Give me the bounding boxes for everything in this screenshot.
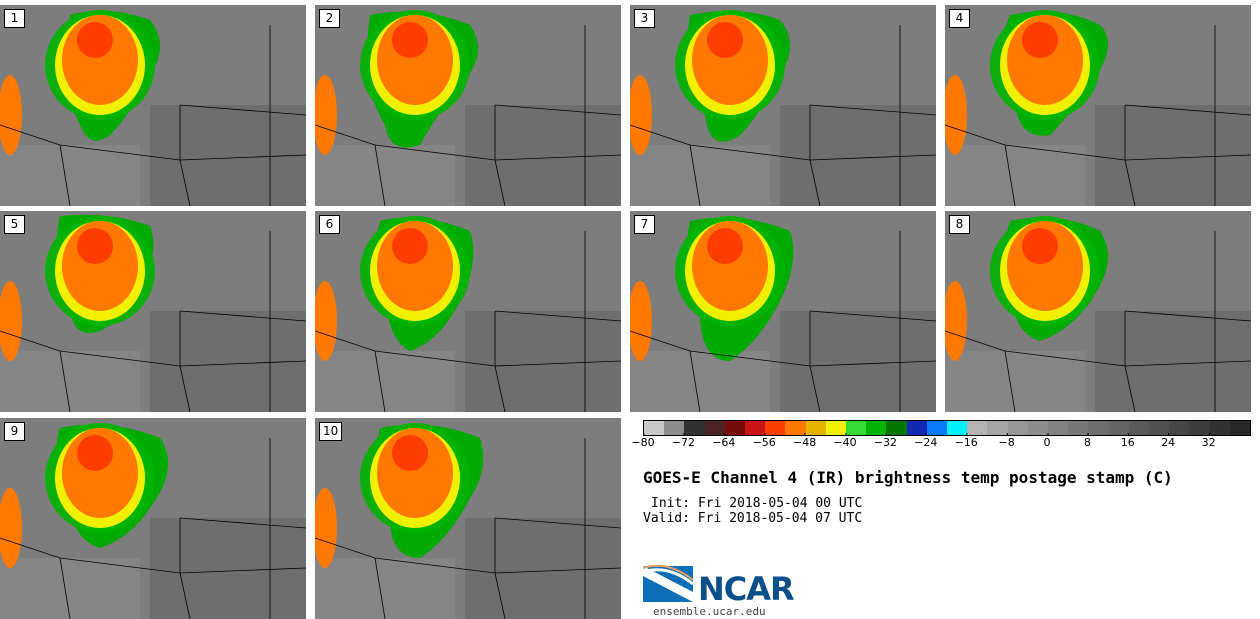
colorbar-tick-label: 0: [1043, 433, 1051, 449]
colorbar-segment: [886, 421, 907, 435]
panel-label: 1: [4, 9, 25, 28]
panel-label: 8: [949, 215, 970, 234]
colorbar-segment: [724, 421, 746, 435]
panel-label: 4: [949, 9, 970, 28]
site-url: ensemble.ucar.edu: [653, 605, 766, 618]
colorbar-segment: [1169, 421, 1190, 435]
ir-map-6: [315, 211, 621, 412]
colorbar-segment: [1027, 421, 1049, 435]
colorbar-tick-label: 16: [1120, 433, 1135, 449]
colorbar-segment: [1007, 421, 1028, 435]
ir-map-10: [315, 418, 621, 619]
ir-map-3: [630, 5, 936, 206]
colorbar-tick-label: −64: [712, 433, 736, 449]
ir-map-4: [945, 5, 1251, 206]
colorbar-segment: [704, 421, 725, 435]
panel-5: 5: [0, 211, 306, 412]
ir-map-7: [630, 211, 936, 412]
colorbar-segment: [926, 421, 948, 435]
panel-1: 1: [0, 5, 306, 206]
colorbar-tick-label: −56: [752, 433, 776, 449]
colorbar-tick-label: 8: [1083, 433, 1091, 449]
colorbar-segment: [1189, 421, 1210, 435]
colorbar-segment: [1229, 421, 1251, 435]
colorbar-segment: [765, 421, 786, 435]
colorbar-segment: [987, 421, 1008, 435]
colorbar-segment: [1048, 421, 1069, 435]
ir-map-5: [0, 211, 306, 412]
colorbar-segment: [947, 421, 968, 435]
colorbar-tick-label: −8: [998, 433, 1015, 449]
colorbar-segment: [684, 421, 705, 435]
colorbar-segment: [1128, 421, 1150, 435]
ncar-logo-text: NCAR: [698, 570, 795, 608]
colorbar-segment: [1149, 421, 1170, 435]
colorbar-segment: [825, 421, 847, 435]
panel-6: 6: [315, 211, 621, 412]
panel-3: 3: [630, 5, 936, 206]
colorbar-tick-label: 24: [1161, 433, 1176, 449]
ir-map-8: [945, 211, 1251, 412]
ir-map-9: [0, 418, 306, 619]
init-time: Init: Fri 2018-05-04 00 UTC: [651, 496, 863, 511]
ir-map-1: [0, 5, 306, 206]
colorbar-segment: [805, 421, 826, 435]
panel-10: 10: [315, 418, 621, 619]
ncar-logo-icon: [643, 564, 694, 602]
colorbar-tick-label: −16: [954, 433, 978, 449]
colorbar-tick-label: −40: [833, 433, 857, 449]
colorbar-segment: [866, 421, 887, 435]
ir-map-2: [315, 5, 621, 206]
panel-label: 3: [634, 9, 655, 28]
panel-label: 10: [319, 422, 343, 441]
valid-time: Valid: Fri 2018-05-04 07 UTC: [643, 511, 863, 526]
colorbar-segment: [1068, 421, 1089, 435]
colorbar-segment: [785, 421, 806, 435]
colorbar-segment: [664, 421, 685, 435]
temperature-colorbar: [643, 420, 1251, 436]
panel-label: 7: [634, 215, 655, 234]
panel-label: 9: [4, 422, 25, 441]
colorbar-segment: [967, 421, 988, 435]
colorbar-tick-label: −32: [873, 433, 897, 449]
colorbar-tick-label: 32: [1201, 433, 1216, 449]
colorbar-segment: [1088, 421, 1109, 435]
figure-title: GOES-E Channel 4 (IR) brightness temp po…: [643, 468, 1173, 487]
panel-label: 5: [4, 215, 25, 234]
colorbar-segment: [745, 421, 766, 435]
colorbar-segment: [846, 421, 867, 435]
panel-8: 8: [945, 211, 1251, 412]
colorbar-segment: [906, 421, 927, 435]
colorbar-segment: [1209, 421, 1230, 435]
panel-label: 2: [319, 9, 340, 28]
panel-9: 9: [0, 418, 306, 619]
colorbar-segment: [1108, 421, 1129, 435]
panel-7: 7: [630, 211, 936, 412]
colorbar-tick-label: −24: [914, 433, 938, 449]
panel-2: 2: [315, 5, 621, 206]
colorbar-tick-label: −80: [631, 433, 655, 449]
colorbar-tick-label: −72: [671, 433, 695, 449]
colorbar-tick-label: −48: [792, 433, 817, 449]
panel-label: 6: [319, 215, 340, 234]
colorbar-segment: [644, 421, 665, 435]
panel-4: 4: [945, 5, 1251, 206]
colorbar-ticks: −80 −72 −64 −56 −48 −40 −32 −24 −16 −8 0 8 16 24 32: [631, 433, 1249, 456]
